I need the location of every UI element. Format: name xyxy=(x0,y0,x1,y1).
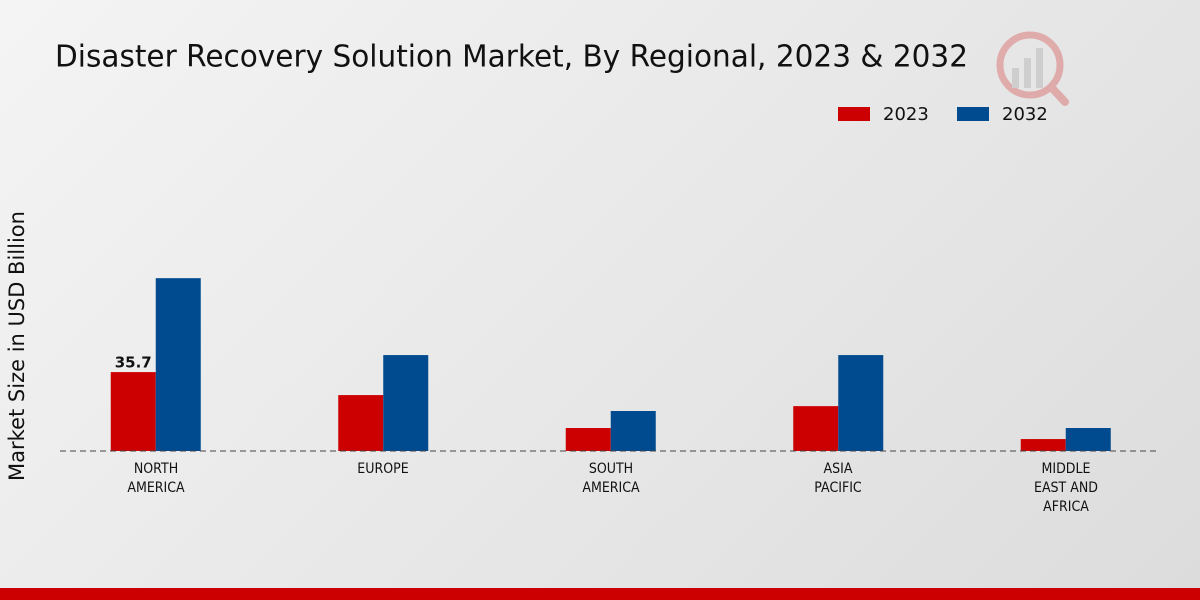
legend-label: 2023 xyxy=(883,104,929,125)
bar xyxy=(155,278,201,451)
y-axis-label: Market Size in USD Billion xyxy=(5,211,29,481)
legend-label: 2032 xyxy=(1002,104,1048,125)
bar xyxy=(838,355,884,451)
x-tick-label: EUROPE xyxy=(357,461,409,477)
data-label: 35.7 xyxy=(115,354,152,372)
x-tick-label: SOUTH AMERICA xyxy=(582,461,640,496)
bar xyxy=(338,395,384,451)
bar xyxy=(383,355,429,451)
chart-title: Disaster Recovery Solution Market, By Re… xyxy=(55,40,968,75)
bar xyxy=(793,406,839,451)
x-tick-label: MIDDLE EAST AND AFRICA xyxy=(1033,461,1098,515)
bar xyxy=(565,428,611,451)
legend-swatch xyxy=(957,107,989,121)
x-tick-label: NORTH AMERICA xyxy=(127,461,185,496)
bar xyxy=(1020,439,1066,451)
footer-bar xyxy=(0,588,1200,600)
legend-swatch xyxy=(838,107,870,121)
bar xyxy=(610,410,656,451)
bar xyxy=(110,372,156,451)
bar xyxy=(1065,428,1111,451)
x-tick-label: ASIA PACIFIC xyxy=(814,461,862,496)
logo xyxy=(996,31,1069,106)
